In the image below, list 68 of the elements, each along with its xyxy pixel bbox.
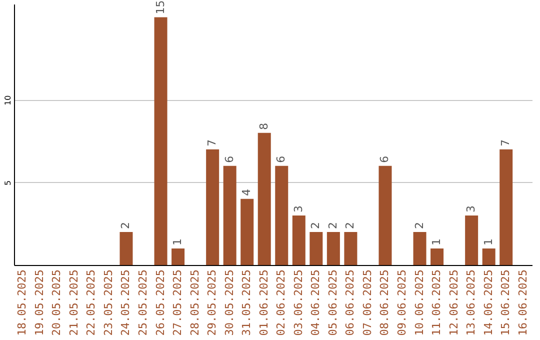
data-label: 1 bbox=[430, 238, 444, 246]
bar bbox=[310, 232, 323, 265]
data-label: 2 bbox=[344, 222, 357, 229]
data-label: 6 bbox=[222, 156, 236, 163]
x-tick-label: 06.06.2025 bbox=[344, 270, 357, 336]
bar bbox=[500, 149, 513, 265]
x-tick-label: 10.06.2025 bbox=[412, 270, 426, 336]
bar bbox=[465, 215, 478, 265]
x-tick-label: 05.06.2025 bbox=[326, 270, 340, 336]
data-label: 3 bbox=[464, 205, 478, 212]
data-label: 4 bbox=[240, 188, 254, 196]
data-label: 6 bbox=[274, 156, 288, 163]
bar bbox=[482, 248, 496, 265]
data-label: 6 bbox=[378, 156, 392, 163]
data-label: 7 bbox=[206, 139, 219, 146]
bar bbox=[275, 166, 288, 265]
x-tick-label: 18.05.2025 bbox=[16, 270, 29, 336]
x-tick-label: 12.06.2025 bbox=[447, 270, 460, 336]
x-tick-label: 09.06.2025 bbox=[396, 270, 408, 336]
x-tick-label: 03.06.2025 bbox=[292, 270, 305, 336]
bar bbox=[206, 149, 220, 265]
bar bbox=[292, 215, 306, 265]
bar bbox=[223, 166, 236, 265]
x-tick-label: 15.06.2025 bbox=[499, 270, 512, 336]
x-tick-label: 04.06.2025 bbox=[309, 270, 322, 336]
data-label: 15 bbox=[154, 0, 167, 14]
x-tick-label: 13.06.2025 bbox=[464, 270, 478, 336]
data-label: 2 bbox=[309, 222, 322, 229]
x-tick-label: 30.05.2025 bbox=[222, 270, 236, 336]
x-tick-label: 29.05.2025 bbox=[206, 270, 219, 336]
x-tick-label: 14.06.2025 bbox=[482, 270, 495, 336]
data-label: 2 bbox=[119, 222, 132, 229]
bar bbox=[240, 198, 254, 265]
data-label: 8 bbox=[257, 122, 270, 130]
bar bbox=[413, 232, 426, 265]
bar bbox=[326, 232, 340, 265]
x-tick-label: 24.05.2025 bbox=[119, 270, 132, 336]
y-tick-label: 5 bbox=[4, 180, 12, 186]
x-tick-label: 27.05.2025 bbox=[171, 270, 184, 336]
x-tick-label: 11.06.2025 bbox=[430, 270, 444, 336]
bar bbox=[378, 166, 392, 265]
x-tick-label: 07.06.2025 bbox=[360, 270, 374, 336]
x-tick-label: 08.06.2025 bbox=[378, 270, 392, 336]
x-tick-label: 22.05.2025 bbox=[84, 270, 98, 336]
bar bbox=[172, 248, 185, 265]
data-label: 3 bbox=[292, 205, 305, 212]
x-tick-label: 21.05.2025 bbox=[67, 270, 80, 336]
x-tick-label: 25.05.2025 bbox=[136, 270, 150, 336]
bar bbox=[344, 232, 358, 265]
data-label: 2 bbox=[412, 222, 426, 229]
bar bbox=[154, 17, 168, 265]
x-tick-label: 16.06.2025 bbox=[516, 270, 530, 336]
y-tick-label: 10 bbox=[4, 95, 12, 106]
bar bbox=[258, 132, 271, 265]
data-label: 2 bbox=[326, 222, 340, 229]
data-label: 1 bbox=[171, 238, 184, 246]
data-label: 1 bbox=[482, 238, 495, 246]
bar bbox=[430, 248, 444, 265]
x-tick-label: 23.05.2025 bbox=[102, 270, 115, 336]
x-tick-label: 28.05.2025 bbox=[188, 270, 202, 336]
x-tick-label: 01.06.2025 bbox=[257, 270, 270, 336]
x-tick-label: 31.05.2025 bbox=[240, 270, 254, 336]
x-tick-label: 26.05.2025 bbox=[154, 270, 167, 336]
x-tick-label: 20.05.2025 bbox=[50, 270, 64, 336]
bar bbox=[120, 232, 133, 265]
data-label: 7 bbox=[499, 139, 512, 146]
x-tick-label: 19.05.2025 bbox=[32, 270, 46, 336]
x-tick-label: 02.06.2025 bbox=[274, 270, 288, 336]
